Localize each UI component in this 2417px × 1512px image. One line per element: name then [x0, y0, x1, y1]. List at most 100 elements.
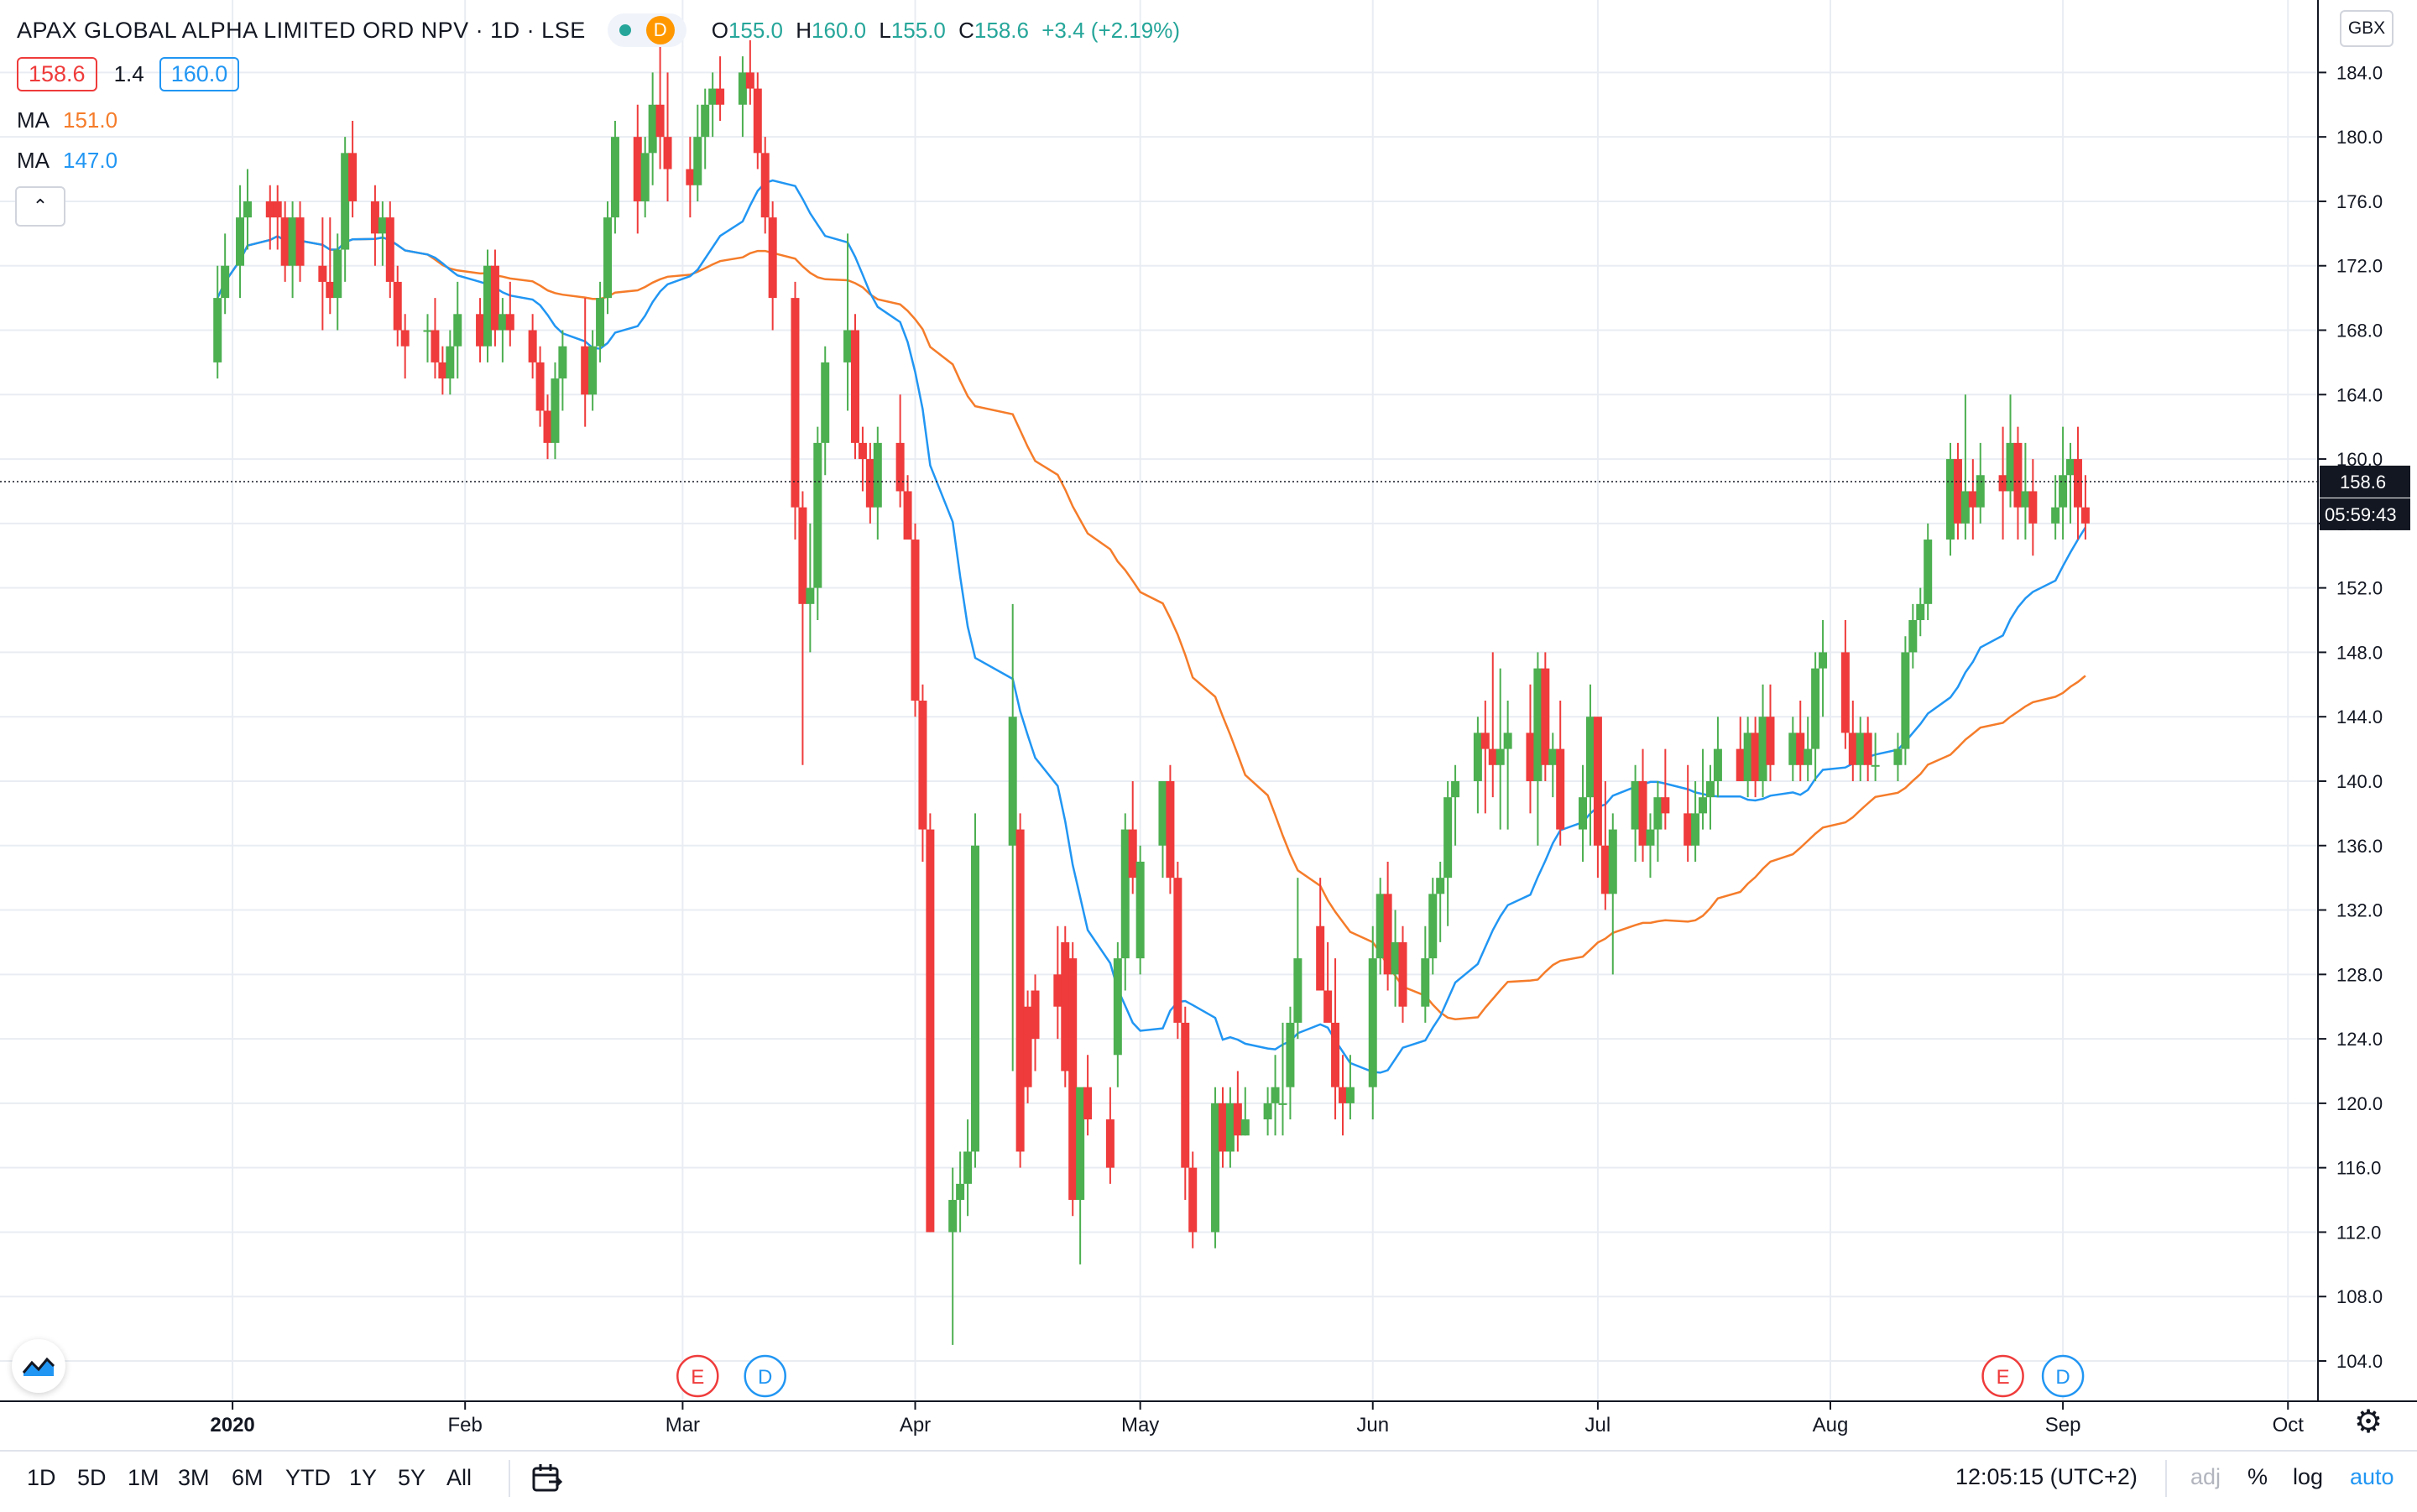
- candle: [1646, 813, 1655, 879]
- collapse-legend-button[interactable]: ⌃: [15, 186, 65, 227]
- candle: [333, 233, 342, 331]
- auto-scale-toggle[interactable]: auto: [2350, 1464, 2394, 1489]
- candle-body: [243, 201, 252, 218]
- tradingview-logo-icon[interactable]: [12, 1339, 65, 1393]
- candle-body: [1398, 941, 1407, 1007]
- candle-body: [760, 153, 770, 218]
- indicator-label: MA: [17, 148, 50, 173]
- settings-gear-icon[interactable]: ⚙: [2353, 1404, 2383, 1440]
- candle-body: [236, 217, 245, 266]
- candle: [438, 346, 447, 395]
- candle-body: [1083, 1087, 1093, 1120]
- time-tick-label: Aug: [1813, 1414, 1849, 1436]
- candle-body: [1128, 829, 1137, 879]
- candle-body: [911, 540, 920, 701]
- ask-price-box[interactable]: 160.0: [159, 57, 240, 91]
- candle: [318, 217, 327, 331]
- timeframe-1d[interactable]: 1D: [27, 1465, 56, 1490]
- candle: [1758, 684, 1767, 798]
- timeframe-5y[interactable]: 5Y: [398, 1465, 426, 1490]
- earnings-marker[interactable]: E: [676, 1354, 719, 1398]
- dividend-marker[interactable]: D: [744, 1354, 786, 1398]
- candle-body: [1924, 540, 1933, 604]
- chevron-up-icon: ⌃: [32, 196, 49, 216]
- high-label: H: [796, 17, 812, 43]
- candle-body: [1638, 780, 1647, 846]
- open-label: O: [711, 17, 728, 43]
- bid-price-box[interactable]: 158.6: [17, 57, 97, 91]
- candle-body: [1173, 878, 1182, 1023]
- candle: [1541, 652, 1550, 781]
- candle-body: [400, 330, 410, 347]
- candle-body: [903, 491, 912, 540]
- candle-body: [333, 249, 342, 299]
- candle-body: [431, 330, 440, 362]
- log-scale-toggle[interactable]: log: [2293, 1464, 2324, 1489]
- timeframe-3m[interactable]: 3M: [178, 1465, 210, 1490]
- indicator-ma-slow[interactable]: MA 151.0: [17, 107, 117, 133]
- candle-body: [1976, 475, 1985, 508]
- timeframe-all[interactable]: All: [446, 1465, 472, 1490]
- close-label: C: [958, 17, 974, 43]
- candle: [1023, 990, 1032, 1103]
- candle-body: [1218, 1103, 1227, 1152]
- candle-body: [1713, 748, 1722, 781]
- logo-icon: [22, 1357, 55, 1376]
- earnings-marker[interactable]: E: [1981, 1354, 2024, 1398]
- symbol-title[interactable]: APAX GLOBAL ALPHA LIMITED ORD NPV · 1D ·…: [17, 17, 586, 43]
- market-status-pill[interactable]: D: [607, 13, 686, 47]
- candle-body: [1473, 733, 1482, 781]
- timeframe-5d[interactable]: 5D: [77, 1465, 107, 1490]
- candle: [1946, 442, 1955, 556]
- candle-body: [1105, 1119, 1115, 1168]
- candle: [2021, 442, 2030, 540]
- timezone-clock[interactable]: 12:05:15 (UTC+2): [1955, 1464, 2138, 1489]
- candle: [895, 394, 905, 508]
- candle: [1819, 620, 1828, 717]
- candle: [760, 137, 770, 234]
- candle-body: [926, 829, 935, 1233]
- interval-badge: D: [645, 16, 675, 44]
- candle: [1436, 861, 1445, 942]
- candle: [2028, 459, 2038, 556]
- event-marker-circle: [744, 1354, 786, 1398]
- candle-body: [1998, 475, 2007, 492]
- candle-body: [1736, 748, 1745, 781]
- candle: [1953, 442, 1962, 540]
- candle-body: [753, 88, 762, 154]
- candle: [1736, 717, 1745, 781]
- candle-body: [588, 346, 598, 395]
- chart-legend-header: APAX GLOBAL ALPHA LIMITED ORD NPV · 1D ·…: [17, 12, 1187, 49]
- candle: [581, 298, 590, 427]
- candle: [1691, 780, 1700, 862]
- candle: [446, 330, 455, 395]
- candle: [1083, 1055, 1093, 1136]
- candle: [821, 346, 830, 476]
- timeframe-6m[interactable]: 6M: [232, 1465, 264, 1490]
- indicator-ma-fast[interactable]: MA 147.0: [17, 148, 117, 174]
- candle: [911, 523, 920, 717]
- candle: [213, 265, 222, 379]
- time-axis-labels: 2020 Feb Mar Apr May Jun Jul Aug Sep Oct: [210, 1401, 2304, 1436]
- adjust-dividends-toggle[interactable]: adj: [2190, 1464, 2221, 1489]
- calendar-goto-date-icon[interactable]: [530, 1462, 564, 1495]
- candle-body: [221, 265, 230, 299]
- timeframe-1m[interactable]: 1M: [128, 1465, 159, 1490]
- candle-body: [895, 442, 905, 492]
- candle-body: [1488, 748, 1497, 765]
- candle: [490, 249, 499, 347]
- percent-scale-toggle[interactable]: %: [2247, 1464, 2268, 1489]
- candle: [971, 813, 980, 1168]
- candle: [558, 330, 567, 411]
- candle-body: [1684, 813, 1693, 846]
- candle: [603, 201, 613, 315]
- timeframe-1y[interactable]: 1Y: [349, 1465, 378, 1490]
- candle: [423, 314, 432, 362]
- candle: [393, 265, 402, 347]
- candle-body: [843, 330, 853, 362]
- currency-badge[interactable]: GBX: [2340, 10, 2394, 47]
- dividend-marker[interactable]: D: [2041, 1354, 2085, 1398]
- timeframe-ytd[interactable]: YTD: [285, 1465, 331, 1490]
